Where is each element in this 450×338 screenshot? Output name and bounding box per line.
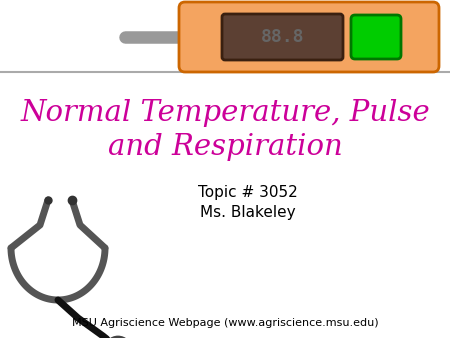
FancyBboxPatch shape (222, 14, 343, 60)
Text: 88.8: 88.8 (261, 28, 304, 46)
Text: Normal Temperature, Pulse: Normal Temperature, Pulse (20, 99, 430, 127)
FancyBboxPatch shape (351, 15, 401, 59)
Text: Ms. Blakeley: Ms. Blakeley (200, 204, 296, 219)
Circle shape (105, 337, 131, 338)
Text: MSU Agriscience Webpage (www.agriscience.msu.edu): MSU Agriscience Webpage (www.agriscience… (72, 318, 378, 328)
FancyBboxPatch shape (179, 2, 439, 72)
Text: Topic # 3052: Topic # 3052 (198, 185, 298, 199)
Text: and Respiration: and Respiration (108, 133, 342, 161)
